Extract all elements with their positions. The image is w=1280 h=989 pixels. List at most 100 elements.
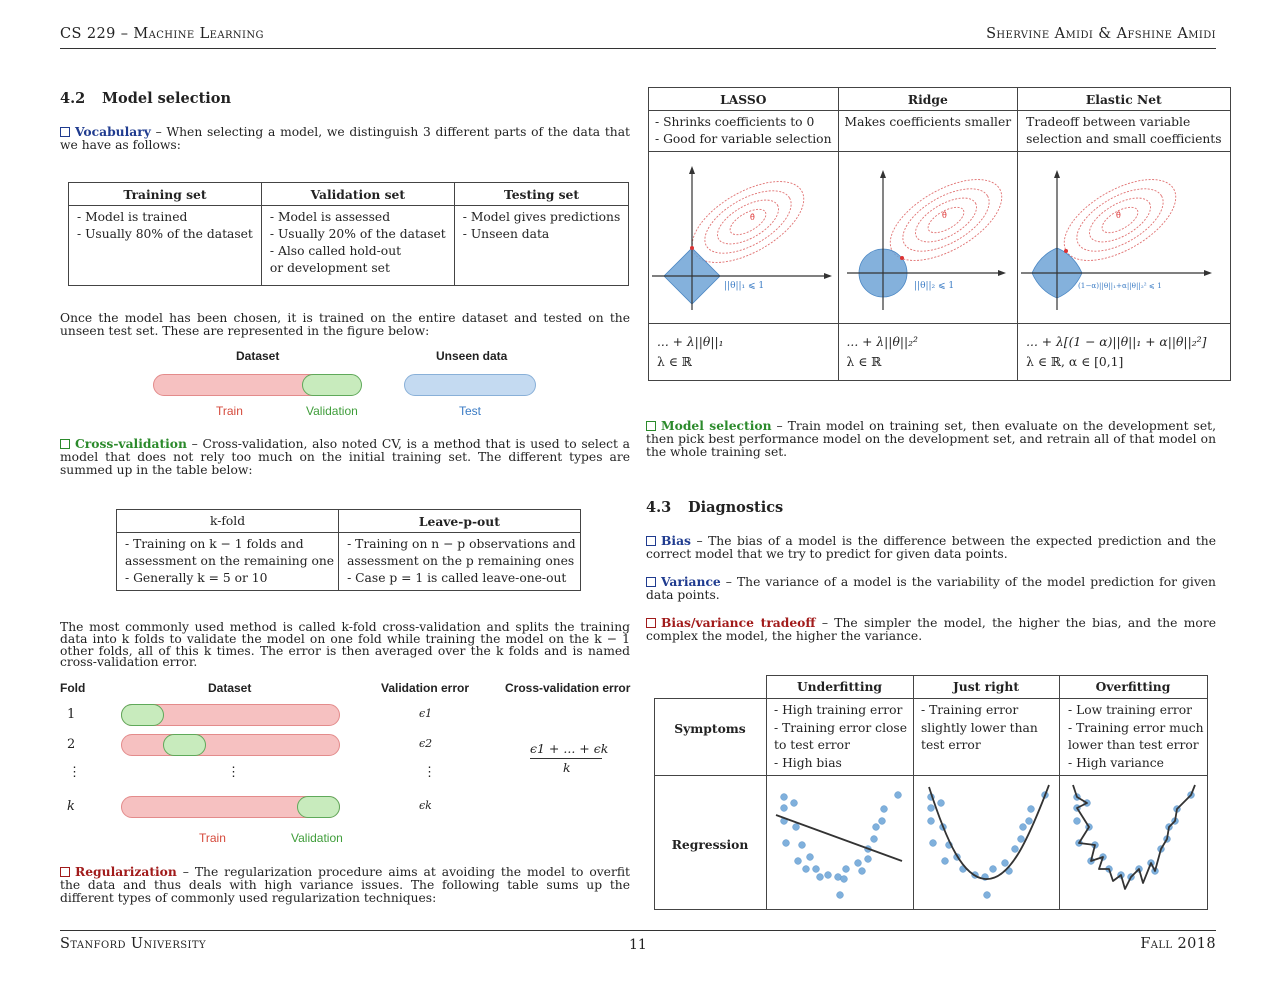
k-fold-cell: - Training on k − 1 folds and assessment…: [115, 532, 340, 591]
error-k: ϵk: [419, 799, 432, 812]
fold-dots: ⋮: [227, 765, 240, 780]
underfitting-plot: [775, 791, 903, 899]
ridge-description: Makes coefficients smaller: [837, 110, 1019, 152]
header-lasso: LASSO: [648, 87, 839, 111]
cv-error-numerator: ϵ1 + ... + ϵk: [530, 741, 609, 756]
cv-types-table: k-fold Leave-p-out - Training on k − 1 f…: [115, 509, 581, 591]
fig2-dataset-label: Dataset: [208, 681, 252, 695]
fold-number-1: 1: [67, 707, 76, 722]
error-2: ϵ2: [419, 737, 433, 750]
page-number: 11: [629, 937, 647, 953]
elastic-constraint-label: (1−α)||θ||₁+α||θ||₂² ⩽ 1: [1078, 281, 1162, 290]
elastic-net-description: Tradeoff between variable selection and …: [1017, 110, 1231, 152]
row-label-symptoms: Symptoms: [674, 721, 746, 736]
vocabulary-label: Vocabulary: [75, 124, 151, 139]
model-selection-text: – Train model on training set, then eval…: [646, 419, 1216, 459]
fig1-train-label: Train: [216, 404, 243, 418]
row-label-regression: Regression: [671, 837, 749, 852]
leave-p-out-cell: - Training on n − p observations and ass…: [338, 532, 581, 591]
running-header-left: CS 229 – Machine Learning: [60, 26, 264, 42]
lasso-figure-cell: [648, 151, 839, 324]
header-k-fold: k-fold: [115, 509, 340, 533]
training-set-cell: - Model is trained - Usually 80% of the …: [68, 205, 262, 286]
elastic-net-formula: ... + λ[(1 − α)||θ||₁ + α||θ||₂²] λ ∈ ℝ,…: [1017, 323, 1231, 381]
validation-set-cell: - Model is assessed - Usually 20% of the…: [260, 205, 455, 286]
fig2-fold-label: Fold: [60, 681, 86, 695]
header-testing-set: Testing set: [453, 182, 630, 206]
fold-number-dots: ⋮: [68, 765, 81, 780]
footer-rule: [60, 930, 1216, 931]
bias-label: Bias: [661, 533, 691, 548]
lasso-description: - Shrinks coefficients to 0 - Good for v…: [648, 110, 839, 152]
fig1-unseen-label: Unseen data: [436, 349, 508, 363]
ridge-theta-hat: θ̂: [942, 211, 947, 220]
fold-k-validation-bar: [297, 796, 340, 818]
fig2-validation-label: Validation: [291, 831, 343, 845]
variance-label: Variance: [661, 574, 721, 589]
section-title: Diagnostics: [688, 499, 784, 516]
header-training-set: Training set: [68, 182, 262, 206]
fig1-validation-bar: [302, 374, 362, 396]
header-ridge: Ridge: [837, 87, 1019, 111]
header-elastic-net: Elastic Net: [1017, 87, 1231, 111]
fig2-cv-error-label: Cross-validation error: [505, 681, 631, 695]
tradeoff-label: Bias/variance tradeoff: [661, 615, 816, 630]
regularization-text: – The regularization procedure aims at a…: [60, 865, 630, 905]
fold-2-train-bar: [121, 734, 340, 756]
footer-right: Fall 2018: [1140, 936, 1216, 952]
elastic-theta-hat: θ̂: [1116, 211, 1121, 220]
fold-1-validation-bar: [121, 704, 164, 726]
error-dots: ⋮: [423, 765, 436, 780]
header-underfitting: Underfitting: [796, 679, 883, 694]
lasso-theta-hat: θ̂: [750, 213, 755, 222]
fig2-validation-error-label: Validation error: [381, 681, 470, 695]
section-title: Model selection: [102, 90, 232, 107]
lasso-formula: ... + λ||θ||₁ λ ∈ ℝ: [648, 323, 839, 381]
ridge-figure-cell: [837, 151, 1019, 324]
tradeoff-text: – The simpler the model, the higher the …: [646, 616, 1216, 643]
lasso-diagram: θ̂ ||θ||₁ ⩽ 1: [652, 166, 832, 310]
fig1-test-bar: [404, 374, 536, 396]
ridge-constraint-label: ||θ||₂ ⩽ 1: [914, 281, 954, 291]
ridge-diagram: θ̂ ||θ||₂ ⩽ 1: [847, 170, 1006, 310]
header-validation-set: Validation set: [260, 182, 455, 206]
elastic-net-diagram: θ̂ (1−α)||θ||₁+α||θ||₂² ⩽ 1: [1021, 170, 1212, 310]
diagnostics-table: Underfitting Just right Overfitting Symp…: [654, 675, 1208, 910]
header-overfitting: Overfitting: [1095, 679, 1171, 694]
variance-paragraph: Variance – The variance of a model is th…: [646, 575, 1216, 602]
section-4-2-heading: 4.2 Model selection: [60, 91, 231, 107]
regularization-paragraph: Regularization – The regularization proc…: [60, 865, 630, 905]
model-selection-label: Model selection: [661, 418, 772, 433]
running-header-right: Shervine Amidi & Afshine Amidi: [986, 26, 1216, 42]
underfitting-symptoms: - High training error - Training error c…: [774, 703, 907, 770]
after-selection-paragraph: Once the model has been chosen, it is tr…: [60, 311, 630, 338]
overfitting-plot: [1072, 784, 1196, 890]
just-right-plot: [927, 784, 1050, 899]
footer-left: Stanford University: [60, 936, 206, 952]
fig1-validation-label: Validation: [306, 404, 358, 418]
cross-validation-text: – Cross-validation, also noted CV, is a …: [60, 437, 630, 477]
tradeoff-paragraph: Bias/variance tradeoff – The simpler the…: [646, 616, 1216, 643]
fold-number-2: 2: [67, 737, 76, 752]
cv-error-fraction-bar: [530, 758, 602, 759]
header-leave-p-out: Leave-p-out: [338, 509, 581, 533]
fold-number-k: k: [67, 799, 75, 814]
bias-paragraph: Bias – The bias of a model is the differ…: [646, 534, 1216, 561]
fig1-dataset-label: Dataset: [236, 349, 280, 363]
model-selection-paragraph: Model selection – Train model on trainin…: [646, 419, 1216, 459]
bias-text: – The bias of a model is the difference …: [646, 534, 1216, 561]
regularization-label: Regularization: [75, 864, 177, 879]
fig1-test-label: Test: [459, 404, 482, 418]
cv-error-denominator: k: [563, 760, 571, 775]
fold-2-validation-bar: [163, 734, 206, 756]
header-rule: [60, 48, 1216, 49]
data-sets-table: Training set Validation set Testing set …: [68, 182, 630, 286]
error-1: ϵ1: [419, 707, 433, 720]
k-fold-paragraph: The most commonly used method is called …: [60, 620, 630, 670]
testing-set-cell: - Model gives predictions - Unseen data: [453, 205, 630, 286]
overfitting-symptoms: - Low training error - Training error mu…: [1068, 703, 1204, 770]
header-just-right: Just right: [952, 679, 1019, 694]
section-4-3-heading: 4.3 Diagnostics: [646, 500, 783, 516]
vocabulary-text: – When selecting a model, we distinguish…: [60, 125, 630, 152]
ridge-formula: ... + λ||θ||₂² λ ∈ ℝ: [837, 323, 1019, 381]
